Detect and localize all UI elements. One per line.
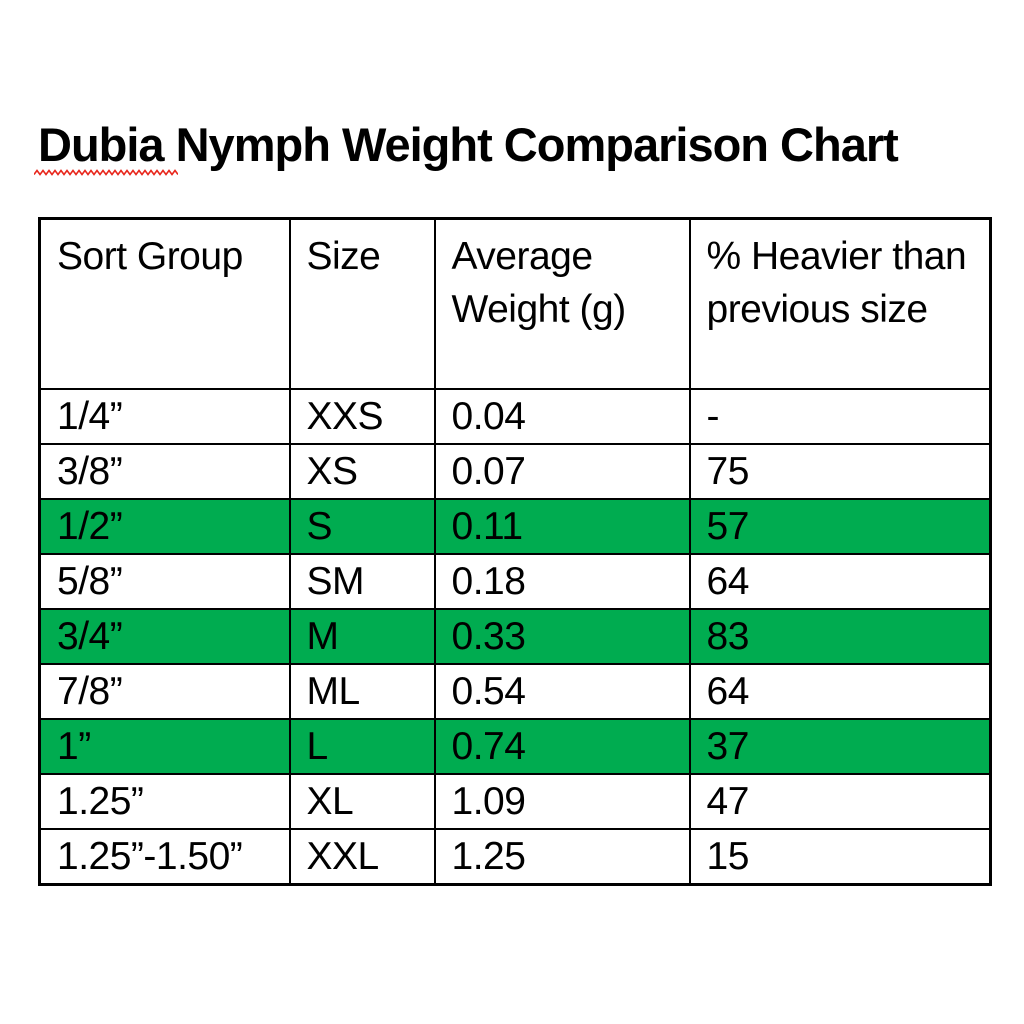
table-cell: 37 bbox=[688, 718, 992, 775]
table-row: 5/8” SM 0.18 64 bbox=[38, 553, 992, 610]
table-cell: SM bbox=[288, 553, 436, 610]
table-cell: 0.04 bbox=[433, 388, 691, 445]
table-cell: 0.33 bbox=[433, 608, 691, 665]
table-body: 1/4” XXS 0.04-3/8” XS 0.07 75 1/2” S 0.11 57 5/8” S… bbox=[38, 388, 992, 886]
table-cell: XL bbox=[288, 773, 436, 830]
table-row: 1.25”-1.50” XXL 1.25 15 bbox=[38, 828, 992, 886]
page-title: Dubia Nymph Weight Comparison Chart bbox=[38, 118, 899, 171]
table-cell: S bbox=[288, 498, 436, 555]
table-cell: 1.25 bbox=[433, 828, 691, 886]
column-header-1: Size bbox=[288, 217, 436, 390]
table-cell: 0.11 bbox=[433, 498, 691, 555]
table-cell: XXS bbox=[288, 388, 436, 445]
table-header-row: Sort Group Size Average Weight (g)% Heavie… bbox=[38, 217, 992, 390]
table-cell: 64 bbox=[688, 553, 992, 610]
table-cell: 1.25” bbox=[38, 773, 291, 830]
table-cell: 0.74 bbox=[433, 718, 691, 775]
table-row: 7/8” ML 0.54 64 bbox=[38, 663, 992, 720]
table-cell: 64 bbox=[688, 663, 992, 720]
table-row: 1” L 0.74 37 bbox=[38, 718, 992, 775]
table-cell: 1/4” bbox=[38, 388, 291, 445]
table-cell: 47 bbox=[688, 773, 992, 830]
table-row: 3/4” M 0.33 83 bbox=[38, 608, 992, 665]
column-header-2: Average Weight (g) bbox=[433, 217, 691, 390]
table-cell: 3/8” bbox=[38, 443, 291, 500]
table-row: 3/8” XS 0.07 75 bbox=[38, 443, 992, 500]
column-header-0: Sort Group bbox=[38, 217, 291, 390]
table-cell: M bbox=[288, 608, 436, 665]
table-cell: - bbox=[688, 388, 992, 445]
table-cell: 75 bbox=[688, 443, 992, 500]
table-row: 1/2” S 0.11 57 bbox=[38, 498, 992, 555]
table-cell: XS bbox=[288, 443, 436, 500]
table-cell: 1/2” bbox=[38, 498, 291, 555]
table-cell: 83 bbox=[688, 608, 992, 665]
table-cell: 1” bbox=[38, 718, 291, 775]
table-cell: 15 bbox=[688, 828, 992, 886]
table-cell: 1.09 bbox=[433, 773, 691, 830]
table-row: 1.25” XL 1.09 47 bbox=[38, 773, 992, 830]
table-cell: L bbox=[288, 718, 436, 775]
spellcheck-squiggle-icon bbox=[34, 169, 178, 176]
table-cell: 7/8” bbox=[38, 663, 291, 720]
table-cell: ML bbox=[288, 663, 436, 720]
table-cell: 1.25”-1.50” bbox=[38, 828, 291, 886]
table-cell: 57 bbox=[688, 498, 992, 555]
table-cell: XXL bbox=[288, 828, 436, 886]
table-cell: 5/8” bbox=[38, 553, 291, 610]
table-cell: 0.18 bbox=[433, 553, 691, 610]
table-cell: 0.07 bbox=[433, 443, 691, 500]
table-row: 1/4” XXS 0.04- bbox=[38, 388, 992, 445]
table-header: Sort Group Size Average Weight (g)% Heavie… bbox=[38, 217, 992, 390]
column-header-3: % Heavier than previous size bbox=[688, 217, 992, 390]
table-cell: 0.54 bbox=[433, 663, 691, 720]
table-cell: 3/4” bbox=[38, 608, 291, 665]
weight-comparison-table: Sort Group Size Average Weight (g)% Heavie… bbox=[38, 217, 992, 886]
